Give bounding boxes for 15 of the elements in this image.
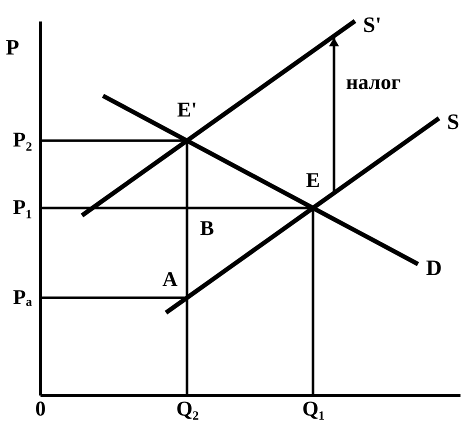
x-tick-label: Q₂	[176, 396, 199, 420]
annotation: налог	[346, 70, 401, 94]
series-label: D	[426, 255, 442, 280]
x-tick-label: 0	[35, 396, 46, 420]
series-label: S	[447, 109, 460, 134]
series-label: S'	[363, 12, 382, 37]
annotation: Pₐ	[13, 284, 32, 309]
annotation: E'	[177, 98, 197, 122]
annotation: B	[200, 216, 214, 240]
annotation: E	[306, 168, 320, 192]
annotation: P₁	[12, 195, 32, 219]
x-tick-label: Q₁	[302, 396, 325, 420]
annotation: P₂	[12, 128, 32, 152]
annotation: A	[162, 266, 178, 291]
y-axis-title: P	[6, 34, 20, 60]
